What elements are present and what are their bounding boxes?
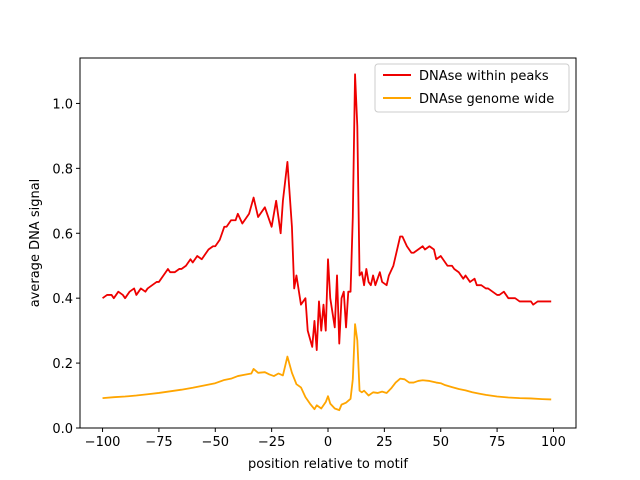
x-tick-label: 50 (432, 435, 449, 450)
y-tick-label: 0.0 (52, 422, 73, 437)
x-tick-label: 25 (376, 435, 393, 450)
x-axis: −100 −75 −50 −25 0 25 50 75 100 (85, 428, 566, 450)
y-tick-label: 0.8 (52, 162, 73, 177)
x-tick-label: −75 (145, 435, 172, 450)
series-line-dnase-within-peaks (102, 73, 552, 352)
series-layer (102, 73, 552, 412)
y-tick-label: 0.6 (52, 227, 73, 242)
y-axis-label: average DNA signal (28, 179, 43, 308)
plot-area (80, 58, 576, 428)
legend: DNAse within peaks DNAse genome wide (374, 63, 570, 113)
x-tick-label: 100 (541, 435, 566, 450)
x-axis-label: position relative to motif (248, 457, 408, 472)
x-tick-label: −50 (202, 435, 229, 450)
x-tick-label: −25 (258, 435, 285, 450)
x-tick-label: 0 (324, 435, 332, 450)
series-line-dnase-genome-wide (102, 323, 552, 412)
legend-box (374, 63, 570, 113)
y-tick-label: 0.2 (52, 357, 73, 372)
x-tick-label: 75 (489, 435, 506, 450)
legend-label-dnase-within-peaks: DNAse within peaks (419, 69, 549, 84)
y-tick-label: 0.4 (52, 292, 73, 307)
y-tick-label: 1.0 (52, 97, 73, 112)
x-tick-label: −100 (85, 435, 121, 450)
legend-label-dnase-genome-wide: DNAse genome wide (419, 92, 554, 107)
y-axis: 0.0 0.2 0.4 0.6 0.8 1.0 (52, 97, 80, 437)
